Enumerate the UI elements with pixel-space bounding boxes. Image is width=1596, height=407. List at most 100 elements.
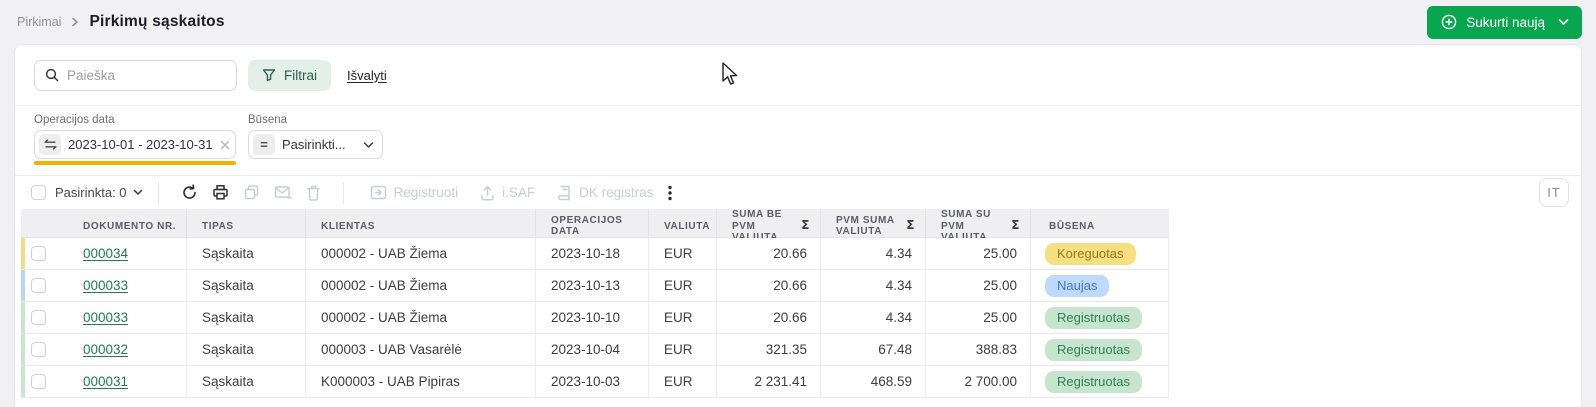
document-number-link[interactable]: 000034 [83,246,129,261]
column-header-klientas[interactable]: Klientas [306,209,536,244]
operation-date-cell: 2023-10-03 [536,366,649,397]
amount-excl-vat-cell: 321.35 [717,334,821,365]
row-checkbox[interactable] [31,374,46,389]
client-cell: 000002 - UAB Žiema [306,270,536,301]
status-badge: Registruotas [1045,370,1142,393]
column-settings-button[interactable]: IT [1539,178,1569,207]
amount-excl-vat-cell: 20.66 [717,270,821,301]
document-number-link[interactable]: 000033 [83,278,129,293]
page-title: Pirkimų sąskaitos [89,13,225,30]
status-badge: Registruotas [1045,338,1142,361]
column-header-suma-su-pvm[interactable]: Suma su PVM valiuta Σ [926,209,1031,244]
create-new-button[interactable]: Sukurti naują [1427,5,1582,39]
document-number-link[interactable]: 000033 [83,310,129,325]
register-label: Registruoti [393,185,459,200]
clear-date-icon[interactable] [220,140,230,150]
client-cell: K000003 - UAB Pipiras [306,366,536,397]
table-row[interactable]: 000032 Sąskaita 000003 - UAB Vasarėlė 20… [21,334,1169,366]
content-card: Filtrai Išvalyti Operacijos data 2023-10… [14,44,1582,407]
search-icon [45,68,59,82]
more-options-button[interactable] [668,185,673,201]
row-status-stripe [21,334,25,365]
row-checkbox[interactable] [31,310,46,325]
table-header-row: Dokumento nr. Tipas Klientas Operacijos … [21,209,1169,244]
amount-excl-vat-cell: 20.66 [717,302,821,333]
divider [342,181,344,204]
amount-incl-vat-cell: 2 700.00 [926,366,1031,397]
row-status-stripe [21,366,25,397]
column-header-valiuta[interactable]: Valiuta [649,209,717,244]
amount-excl-vat-cell: 20.66 [717,238,821,269]
column-header-operacijos-data[interactable]: Operacijos data [536,209,649,244]
operation-date-cell: 2023-10-13 [536,270,649,301]
vat-amount-cell: 468.59 [821,366,926,397]
operation-date-input[interactable]: 2023-10-01 - 2023-10-31 [34,130,236,159]
status-select[interactable]: = Pasirinkti... [248,130,383,159]
top-bar: Pirkimai Pirkimų sąskaitos Sukurti naują [0,0,1596,44]
operation-date-cell: 2023-10-10 [536,302,649,333]
register-icon [370,185,387,200]
column-header-suma-be-pvm[interactable]: Suma be PVM valiuta Σ [717,209,821,244]
table-row[interactable]: 000031 Sąskaita K000003 - UAB Pipiras 20… [21,366,1169,398]
dk-register-label: DK registras [579,185,654,200]
copy-button[interactable] [243,184,260,201]
column-header-busena[interactable]: Būsena [1049,220,1095,232]
status-badge: Registruotas [1045,306,1142,329]
type-cell: Sąskaita [187,270,306,301]
selected-count-label[interactable]: Pasirinkta: 0 [55,185,127,200]
email-button[interactable] [274,185,292,200]
create-new-label: Sukurti naują [1466,14,1545,30]
status-filter-label: Būsena [248,114,288,126]
table-body: 000034 Sąskaita 000002 - UAB Žiema 2023-… [21,238,1169,398]
breadcrumb-parent[interactable]: Pirkimai [17,15,62,29]
date-range-swap-icon [39,134,61,155]
type-cell: Sąskaita [187,238,306,269]
selection-chevron-icon[interactable] [133,189,143,196]
filters-button-label: Filtrai [284,67,317,83]
column-header-pvm-suma[interactable]: PVM suma valiuta Σ [821,209,926,244]
amount-incl-vat-cell: 388.83 [926,334,1031,365]
upload-icon [480,185,495,201]
print-button[interactable] [212,184,229,201]
table-row[interactable]: 000033 Sąskaita 000002 - UAB Žiema 2023-… [21,302,1169,334]
vat-amount-cell: 4.34 [821,238,926,269]
row-checkbox[interactable] [31,278,46,293]
row-checkbox[interactable] [31,246,46,261]
operation-date-cell: 2023-10-04 [536,334,649,365]
divider [15,175,1581,176]
journal-icon [557,185,572,201]
document-number-link[interactable]: 000031 [83,374,129,389]
filters-button[interactable]: Filtrai [248,59,331,91]
search-box[interactable] [34,59,237,91]
sum-icon: Σ [906,218,915,233]
type-cell: Sąskaita [187,302,306,333]
active-filter-underline [34,161,236,165]
amount-excl-vat-cell: 2 231.41 [717,366,821,397]
row-status-stripe [21,302,25,333]
register-button[interactable]: Registruoti [370,185,459,200]
operation-date-value: 2023-10-01 - 2023-10-31 [68,137,213,152]
currency-cell: EUR [649,238,717,269]
refresh-button[interactable] [181,184,198,201]
type-cell: Sąskaita [187,334,306,365]
chevron-down-icon [1558,18,1569,26]
column-header-dokumento-nr[interactable]: Dokumento nr. [79,209,187,244]
delete-button[interactable] [306,184,321,201]
document-number-link[interactable]: 000032 [83,342,129,357]
row-checkbox[interactable] [31,342,46,357]
clear-filters-link[interactable]: Išvalyti [347,67,387,83]
status-badge: Koreguotas [1045,242,1136,265]
column-header-tipas[interactable]: Tipas [187,209,306,244]
table-row[interactable]: 000033 Sąskaita 000002 - UAB Žiema 2023-… [21,270,1169,302]
operation-date-filter-group: Operacijos data 2023-10-01 - 2023-10-31 [34,114,236,165]
columns-icon: IT [1547,185,1561,200]
sum-icon: Σ [801,218,810,233]
amount-incl-vat-cell: 25.00 [926,238,1031,269]
divider [15,105,1581,106]
status-badge: Naujas [1045,274,1110,297]
isaf-button[interactable]: i.SAF [480,185,535,201]
select-all-checkbox[interactable] [31,185,46,200]
dk-register-button[interactable]: DK registras [557,185,653,201]
search-input[interactable] [67,67,226,83]
table-row[interactable]: 000034 Sąskaita 000002 - UAB Žiema 2023-… [21,238,1169,270]
